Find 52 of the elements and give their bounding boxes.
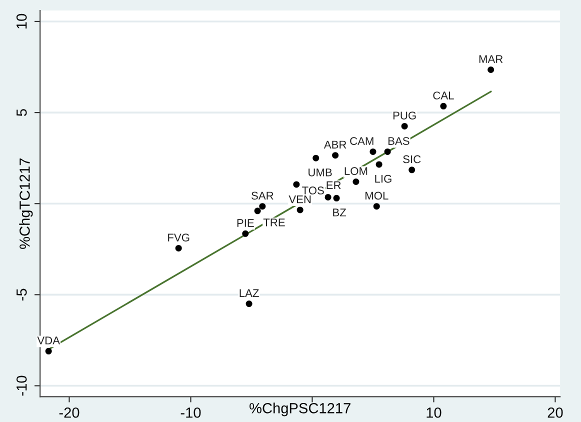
point: [352, 178, 360, 186]
y-tick-label: -10: [16, 376, 27, 396]
point: [175, 244, 182, 252]
x-tick-label: -20: [59, 407, 80, 418]
y-axis-title: %ChgTC1217: [19, 158, 33, 249]
x-axis-title: %ChgPSC1217: [250, 402, 350, 416]
annotation: LAZ: [240, 289, 259, 297]
point: [45, 348, 52, 354]
point: [333, 194, 340, 202]
point: [324, 194, 332, 200]
point: [370, 148, 376, 155]
point: [488, 66, 494, 73]
x-tick-label: 10: [426, 407, 442, 418]
annotation: TRE: [263, 218, 285, 226]
point: [254, 208, 261, 214]
point: [296, 206, 304, 214]
annotation: VDA: [37, 336, 60, 344]
annotation: MAR: [479, 55, 503, 63]
point: [312, 154, 320, 162]
point: [440, 102, 447, 110]
point: [259, 203, 266, 210]
annotation: UMB: [308, 168, 332, 176]
x-tick-label: -10: [180, 407, 201, 418]
y-tick-label: 10: [16, 14, 27, 28]
annotation: PIE: [237, 219, 254, 227]
y-tick-label: -5: [16, 288, 27, 301]
point: [242, 230, 249, 237]
annotation: ABR: [324, 140, 346, 148]
point: [293, 181, 300, 188]
annotation: VEN: [288, 195, 311, 204]
annotation: BAS: [388, 137, 410, 145]
point: [408, 166, 416, 174]
annotation: ER: [326, 181, 341, 189]
annotation: BZ: [333, 208, 346, 216]
annotation: LIG: [375, 174, 392, 183]
annotation: SIC: [403, 155, 421, 164]
annotation: MOL: [366, 192, 388, 200]
annotation: CAL: [433, 92, 454, 100]
point: [246, 300, 252, 308]
annotation: PUG: [393, 112, 416, 120]
annotation: CAM: [350, 137, 374, 145]
x-tick-label: 20: [548, 407, 563, 418]
point: [373, 203, 380, 210]
annotation: FVG: [168, 234, 190, 242]
point: [401, 122, 408, 130]
annotation: SAR: [252, 192, 274, 200]
annotation: LOM: [344, 167, 368, 176]
y-tick-label: 5: [16, 109, 27, 116]
point: [384, 148, 391, 155]
point: [332, 152, 339, 159]
annotation: TOS: [302, 186, 324, 194]
point: [376, 161, 382, 168]
